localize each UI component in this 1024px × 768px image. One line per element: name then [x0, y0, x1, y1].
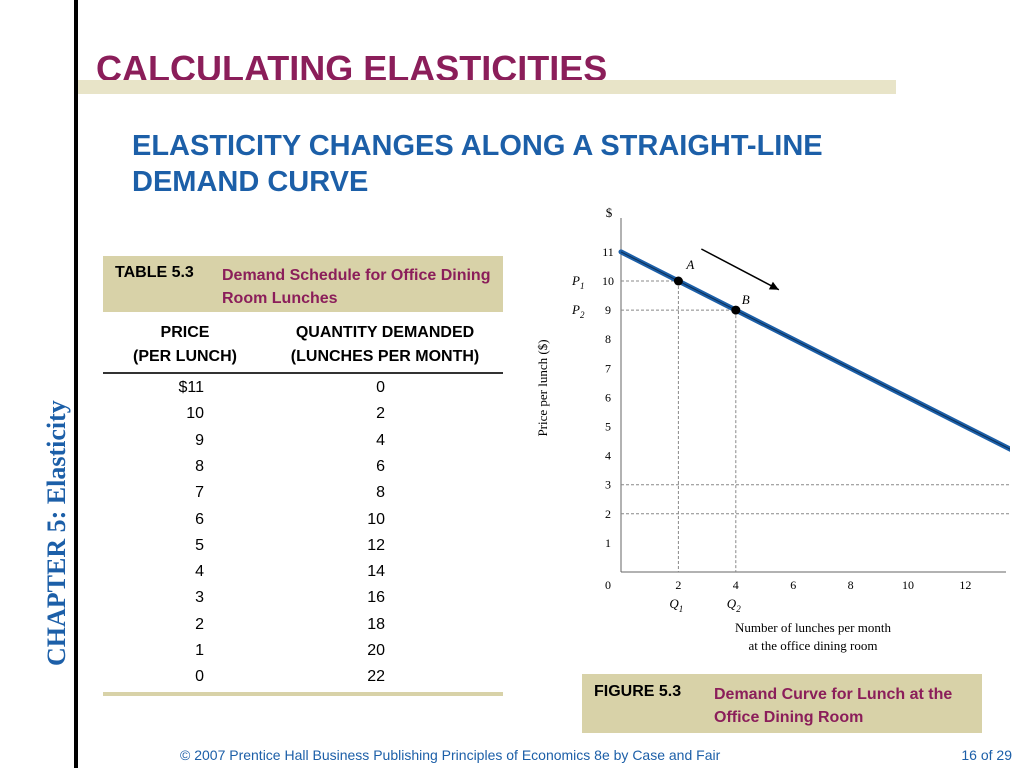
point-marker	[731, 305, 741, 315]
title-underline-bar	[78, 80, 896, 94]
table-cell-price: 3	[195, 589, 204, 606]
table-caption: TABLE 5.3 Demand Schedule for Office Din…	[103, 256, 503, 312]
y-tick-label: 10	[602, 274, 614, 288]
table-cell-price: 1	[195, 642, 204, 659]
left-divider-line	[74, 0, 78, 768]
table-header-price: PRICE (PER LUNCH)	[110, 321, 260, 369]
x-axis-marker-letter: Q	[669, 596, 679, 611]
table-cell-quantity: 22	[367, 668, 385, 685]
table-cell-price: 0	[195, 668, 204, 685]
figure-label: FIGURE 5.3	[594, 683, 682, 700]
table-cell-quantity: 12	[367, 537, 385, 554]
table-caption-text: Demand Schedule for Office Dining Room L…	[222, 267, 491, 307]
x-tick-label: 0	[605, 578, 611, 592]
y-axis-marker: P2	[571, 302, 585, 320]
table-cell-price: 4	[195, 563, 204, 580]
table-cell-quantity: 6	[376, 458, 385, 475]
table-cell-price: 6	[195, 511, 204, 528]
x-tick-label: 6	[790, 578, 796, 592]
arrow-a-to-b-head	[768, 281, 779, 290]
table-cell-price: $11	[178, 379, 204, 396]
sidebar-chapter-label: CHAPTER 5: Elasticity	[42, 400, 71, 666]
y-tick-label: 3	[605, 478, 611, 492]
y-axis-marker-letter: P	[571, 273, 580, 288]
table-label: TABLE 5.3	[115, 264, 194, 281]
table-cell-quantity: 2	[376, 405, 385, 422]
demand-line	[618, 249, 1010, 452]
figure-caption: FIGURE 5.3 Demand Curve for Lunch at the…	[582, 674, 982, 733]
y-unit-label: $	[606, 205, 613, 220]
y-tick-label: 11	[602, 245, 614, 259]
table-cell-quantity: 10	[367, 511, 385, 528]
arrow-a-to-b-shaft	[701, 248, 780, 291]
y-tick-label: 1	[605, 536, 611, 550]
table-cell-price: 9	[195, 432, 204, 449]
x-tick-label: 10	[902, 578, 914, 592]
y-tick-label: 4	[605, 449, 611, 463]
y-tick-label: 8	[605, 332, 611, 346]
table-cell-price: 7	[195, 484, 204, 501]
table-cell-quantity: 16	[367, 589, 385, 606]
x-tick-label: 4	[733, 578, 739, 592]
x-axis-marker-subscript: 2	[736, 604, 741, 614]
y-axis-marker-subscript: 1	[580, 281, 585, 291]
sidebar-chapter: CHAPTER 5: Elasticity	[4, 372, 71, 672]
y-axis-marker-subscript: 2	[580, 310, 585, 320]
table-cell-price: 8	[195, 458, 204, 475]
point-label: A	[685, 257, 694, 272]
y-tick-label: 7	[605, 361, 611, 375]
table-header-qty-line1: QUANTITY DEMANDED	[295, 324, 475, 341]
table-cell-quantity: 4	[376, 432, 385, 449]
demand-curve-chart: $12345678910110246810121416182022DemandA…	[535, 205, 1010, 653]
point-marker	[673, 276, 683, 286]
x-tick-label: 12	[959, 578, 971, 592]
table-cell-price: 10	[186, 405, 204, 422]
table-cell-quantity: 0	[376, 379, 385, 396]
y-axis-marker: P1	[571, 273, 584, 291]
footer-copyright: © 2007 Prentice Hall Business Publishing…	[180, 747, 721, 763]
table-bottom-rule	[103, 692, 503, 696]
page-number: 16 of 29	[961, 747, 1012, 763]
table-cell-quantity: 20	[367, 642, 385, 659]
x-axis-marker-subscript: 1	[679, 604, 684, 614]
table-header-price-line2: (PER LUNCH)	[133, 348, 237, 365]
table-cell-quantity: 18	[367, 616, 385, 633]
table-header-qty-line2: (LUNCHES PER MONTH)	[290, 348, 480, 365]
x-axis-marker-letter: Q	[727, 596, 737, 611]
point-label: B	[742, 292, 750, 307]
demand-line-core	[620, 251, 1010, 450]
x-axis-marker: Q1	[669, 596, 683, 614]
slide-subtitle: ELASTICITY CHANGES ALONG A STRAIGHT-LINE…	[132, 130, 823, 198]
table-cell-quantity: 8	[376, 484, 385, 501]
x-axis-title-line1: Number of lunches per month	[735, 620, 891, 635]
x-axis-title-line2: at the office dining room	[748, 638, 877, 653]
table-header-quantity: QUANTITY DEMANDED (LUNCHES PER MONTH)	[262, 321, 508, 369]
table-cell-quantity: 14	[367, 563, 385, 580]
x-tick-label: 8	[848, 578, 854, 592]
x-tick-label: 2	[675, 578, 681, 592]
table-header-price-line1: PRICE	[160, 324, 210, 341]
y-tick-label: 5	[605, 420, 611, 434]
table-header-rule	[103, 372, 503, 374]
y-axis-marker-letter: P	[571, 302, 580, 317]
y-tick-label: 6	[605, 390, 611, 404]
y-tick-label: 2	[605, 507, 611, 521]
x-axis-marker: Q2	[727, 596, 741, 614]
figure-caption-text: Demand Curve for Lunch at the Office Din…	[714, 686, 953, 726]
table-cell-price: 2	[195, 616, 204, 633]
y-axis-title: Price per lunch ($)	[535, 339, 550, 436]
table-cell-price: 5	[195, 537, 204, 554]
y-tick-label: 9	[605, 303, 611, 317]
